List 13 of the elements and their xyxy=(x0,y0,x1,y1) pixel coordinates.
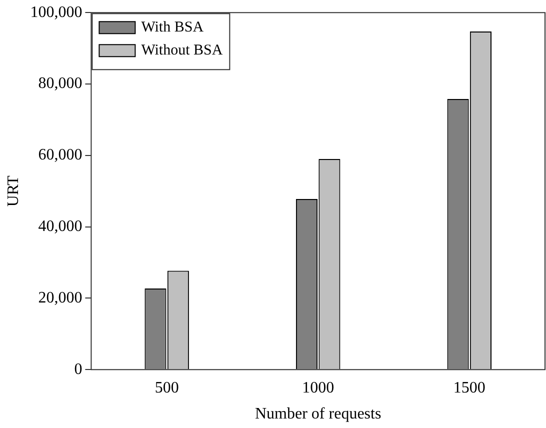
y-axis-title: URT xyxy=(4,175,22,207)
x-tick-label: 500 xyxy=(154,379,179,396)
y-tick-label: 20,000 xyxy=(38,289,82,306)
y-tick-label: 60,000 xyxy=(38,146,82,164)
y-tick-label: 100,000 xyxy=(30,4,82,21)
y-tick-label: 80,000 xyxy=(38,75,82,92)
x-tick-label: 1500 xyxy=(453,379,486,396)
legend-label: With BSA xyxy=(141,20,204,36)
y-tick-label: 0 xyxy=(74,360,82,378)
x-axis-title: Number of requests xyxy=(255,406,382,423)
legend-label: Without BSA xyxy=(141,42,223,59)
x-tick-label: 1000 xyxy=(302,379,334,396)
y-tick-label: 40,000 xyxy=(38,218,82,236)
